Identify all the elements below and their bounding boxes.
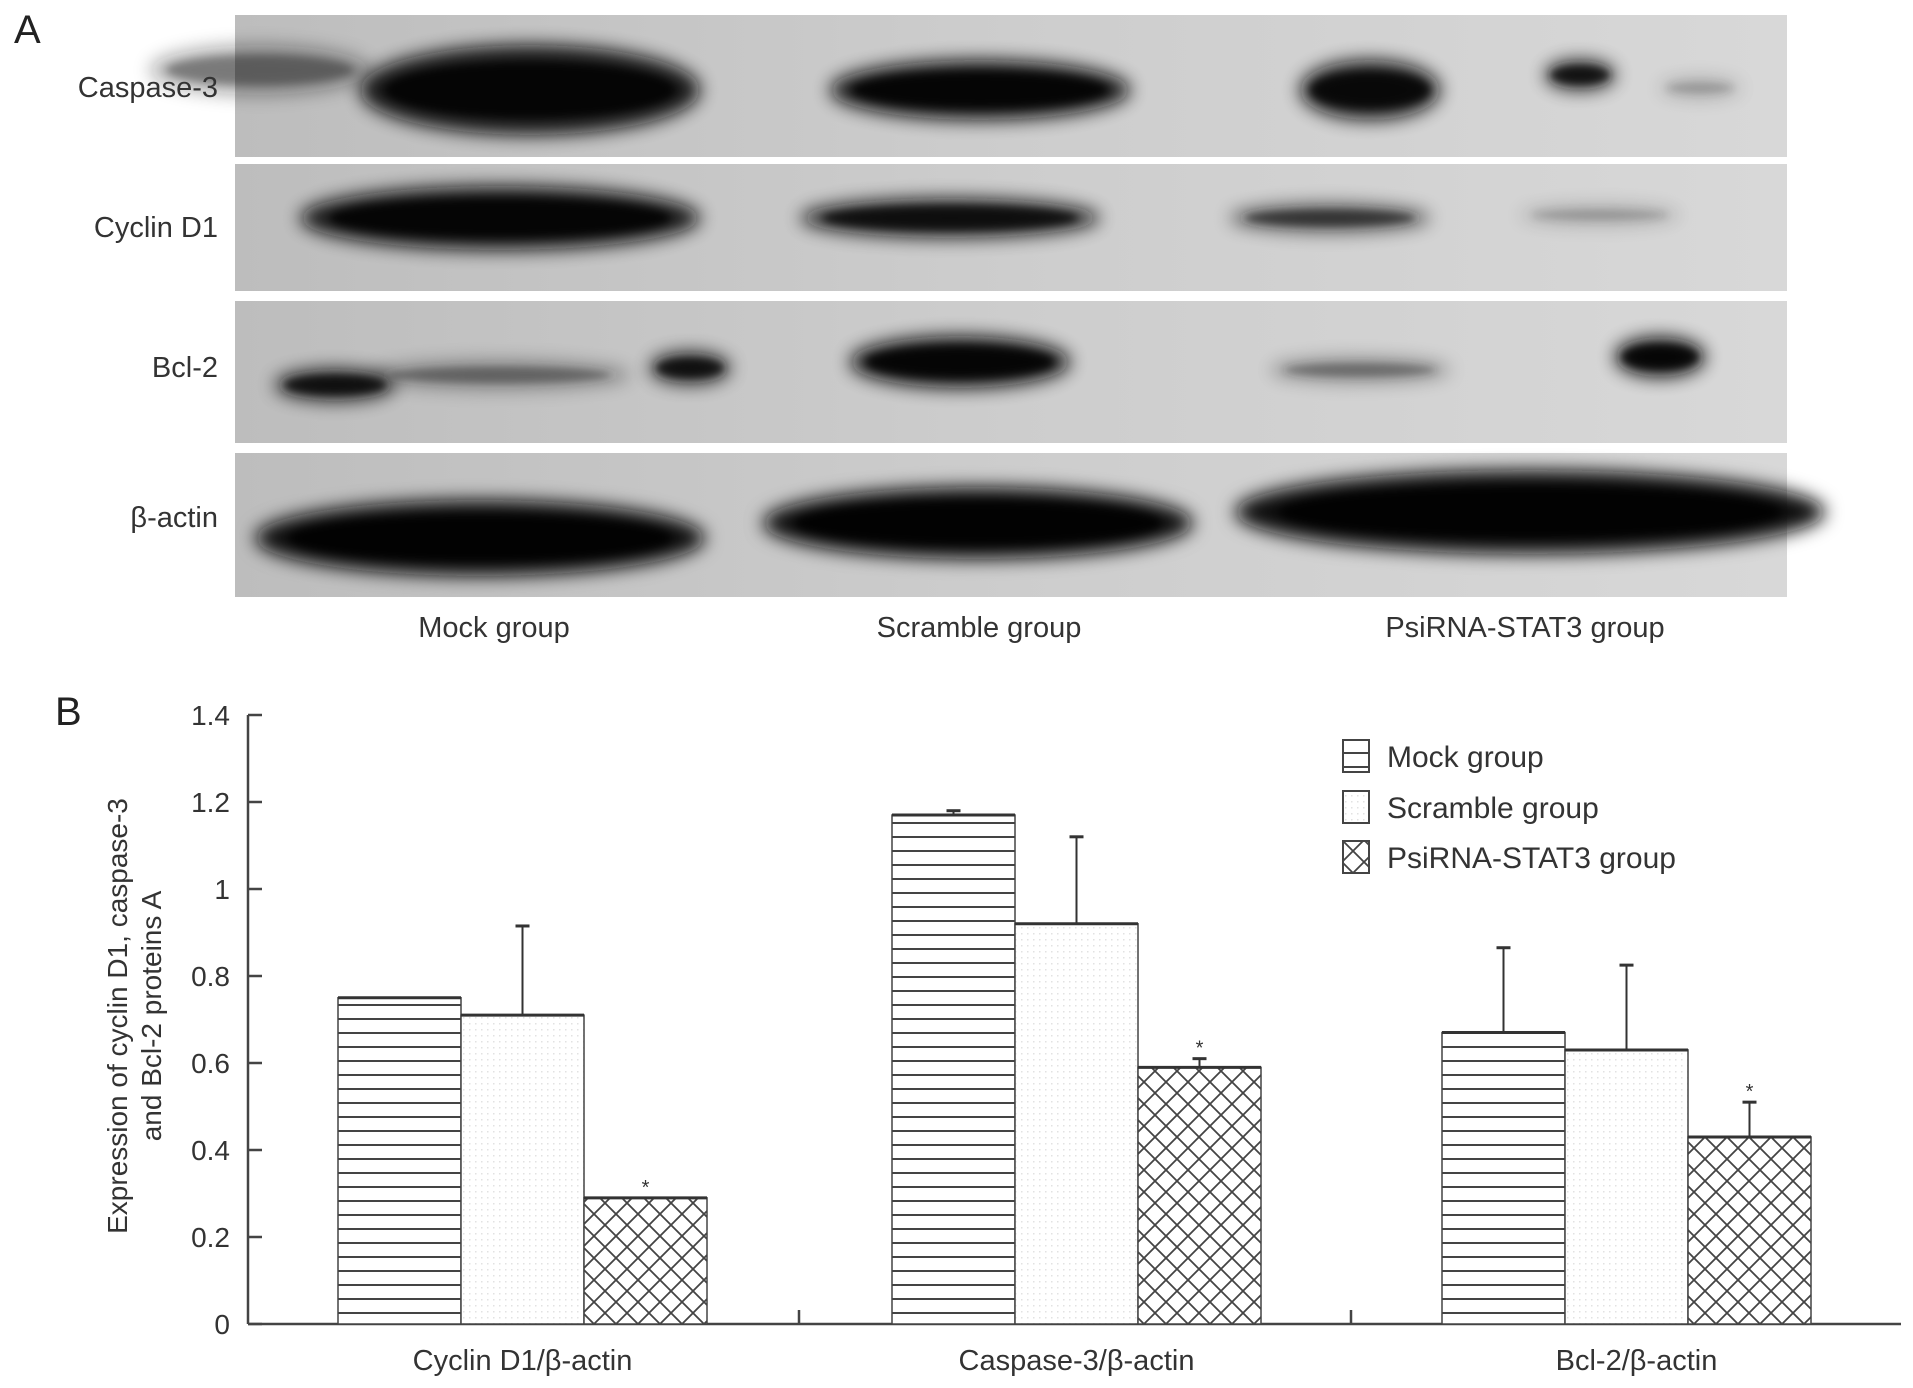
y-axis-label: Expression of cyclin D1, caspase-3 and Bc… xyxy=(102,798,167,1234)
significance-marker: * xyxy=(1746,1081,1754,1103)
x-category-label: Cyclin D1/β-actin xyxy=(413,1345,633,1377)
y-tick-label: 1 xyxy=(214,874,230,905)
bar-2-2 xyxy=(1687,1136,1812,1325)
bar-1-0 xyxy=(460,1014,585,1325)
y-tick-label: 1.4 xyxy=(191,700,230,731)
blot-row-label: β-actin xyxy=(130,502,218,534)
bar-2-1 xyxy=(1137,1066,1262,1325)
blot-group-label: Scramble group xyxy=(876,612,1082,644)
y-axis-label-line: and Bcl-2 proteins A xyxy=(136,890,167,1141)
bar-0-2 xyxy=(1441,1031,1566,1325)
legend-label: Mock group xyxy=(1387,741,1544,774)
legend-swatch xyxy=(1342,840,1370,874)
y-axis-label-line: Expression of cyclin D1, caspase-3 xyxy=(102,798,133,1234)
y-tick-label: 1.2 xyxy=(191,787,230,818)
panel-b-letter: B xyxy=(55,690,82,734)
bar-1-1 xyxy=(1014,923,1139,1325)
legend-label: Scramble group xyxy=(1387,792,1599,825)
bar-0-0 xyxy=(337,997,462,1325)
bar-2-0 xyxy=(583,1197,708,1325)
y-tick-label: 0.4 xyxy=(191,1135,230,1166)
blot-row-bcl-2 xyxy=(235,301,1787,443)
legend-label: PsiRNA-STAT3 group xyxy=(1387,842,1676,875)
blot-row--actin xyxy=(235,453,1825,597)
legend-swatch xyxy=(1342,739,1370,773)
significance-marker: * xyxy=(642,1177,650,1199)
y-tick-label: 0.6 xyxy=(191,1048,230,1079)
blot-row-label: Bcl-2 xyxy=(151,352,218,384)
legend-swatch xyxy=(1342,790,1370,824)
blot-group-label: PsiRNA-STAT3 group xyxy=(1385,612,1665,644)
blot-group-label: Mock group xyxy=(418,612,570,644)
significance-marker: * xyxy=(1196,1038,1204,1060)
blot-row-cyclin-d1 xyxy=(235,164,1787,291)
western-blot xyxy=(150,15,1825,597)
panel-a-letter: A xyxy=(14,8,41,52)
blot-row-label: Caspase-3 xyxy=(77,72,218,104)
bar-chart: 0 0.2 0.4 0.6 0.8 1 1.2 1.4 * * * Cyclin D1/β-actin… xyxy=(102,700,1901,1377)
x-category-label: Bcl-2/β-actin xyxy=(1556,1345,1718,1377)
blot-row-caspase-3 xyxy=(150,15,1787,157)
y-tick-label: 0 xyxy=(214,1309,230,1340)
y-tick-label: 0.8 xyxy=(191,961,230,992)
blot-row-label: Cyclin D1 xyxy=(93,212,218,244)
bar-0-1 xyxy=(891,814,1016,1325)
y-tick-label: 0.2 xyxy=(191,1222,230,1253)
legend: Mock group Scramble group PsiRNA-STAT3 gro… xyxy=(1342,739,1676,875)
bar-1-2 xyxy=(1564,1049,1689,1325)
x-category-label: Caspase-3/β-actin xyxy=(959,1345,1195,1377)
